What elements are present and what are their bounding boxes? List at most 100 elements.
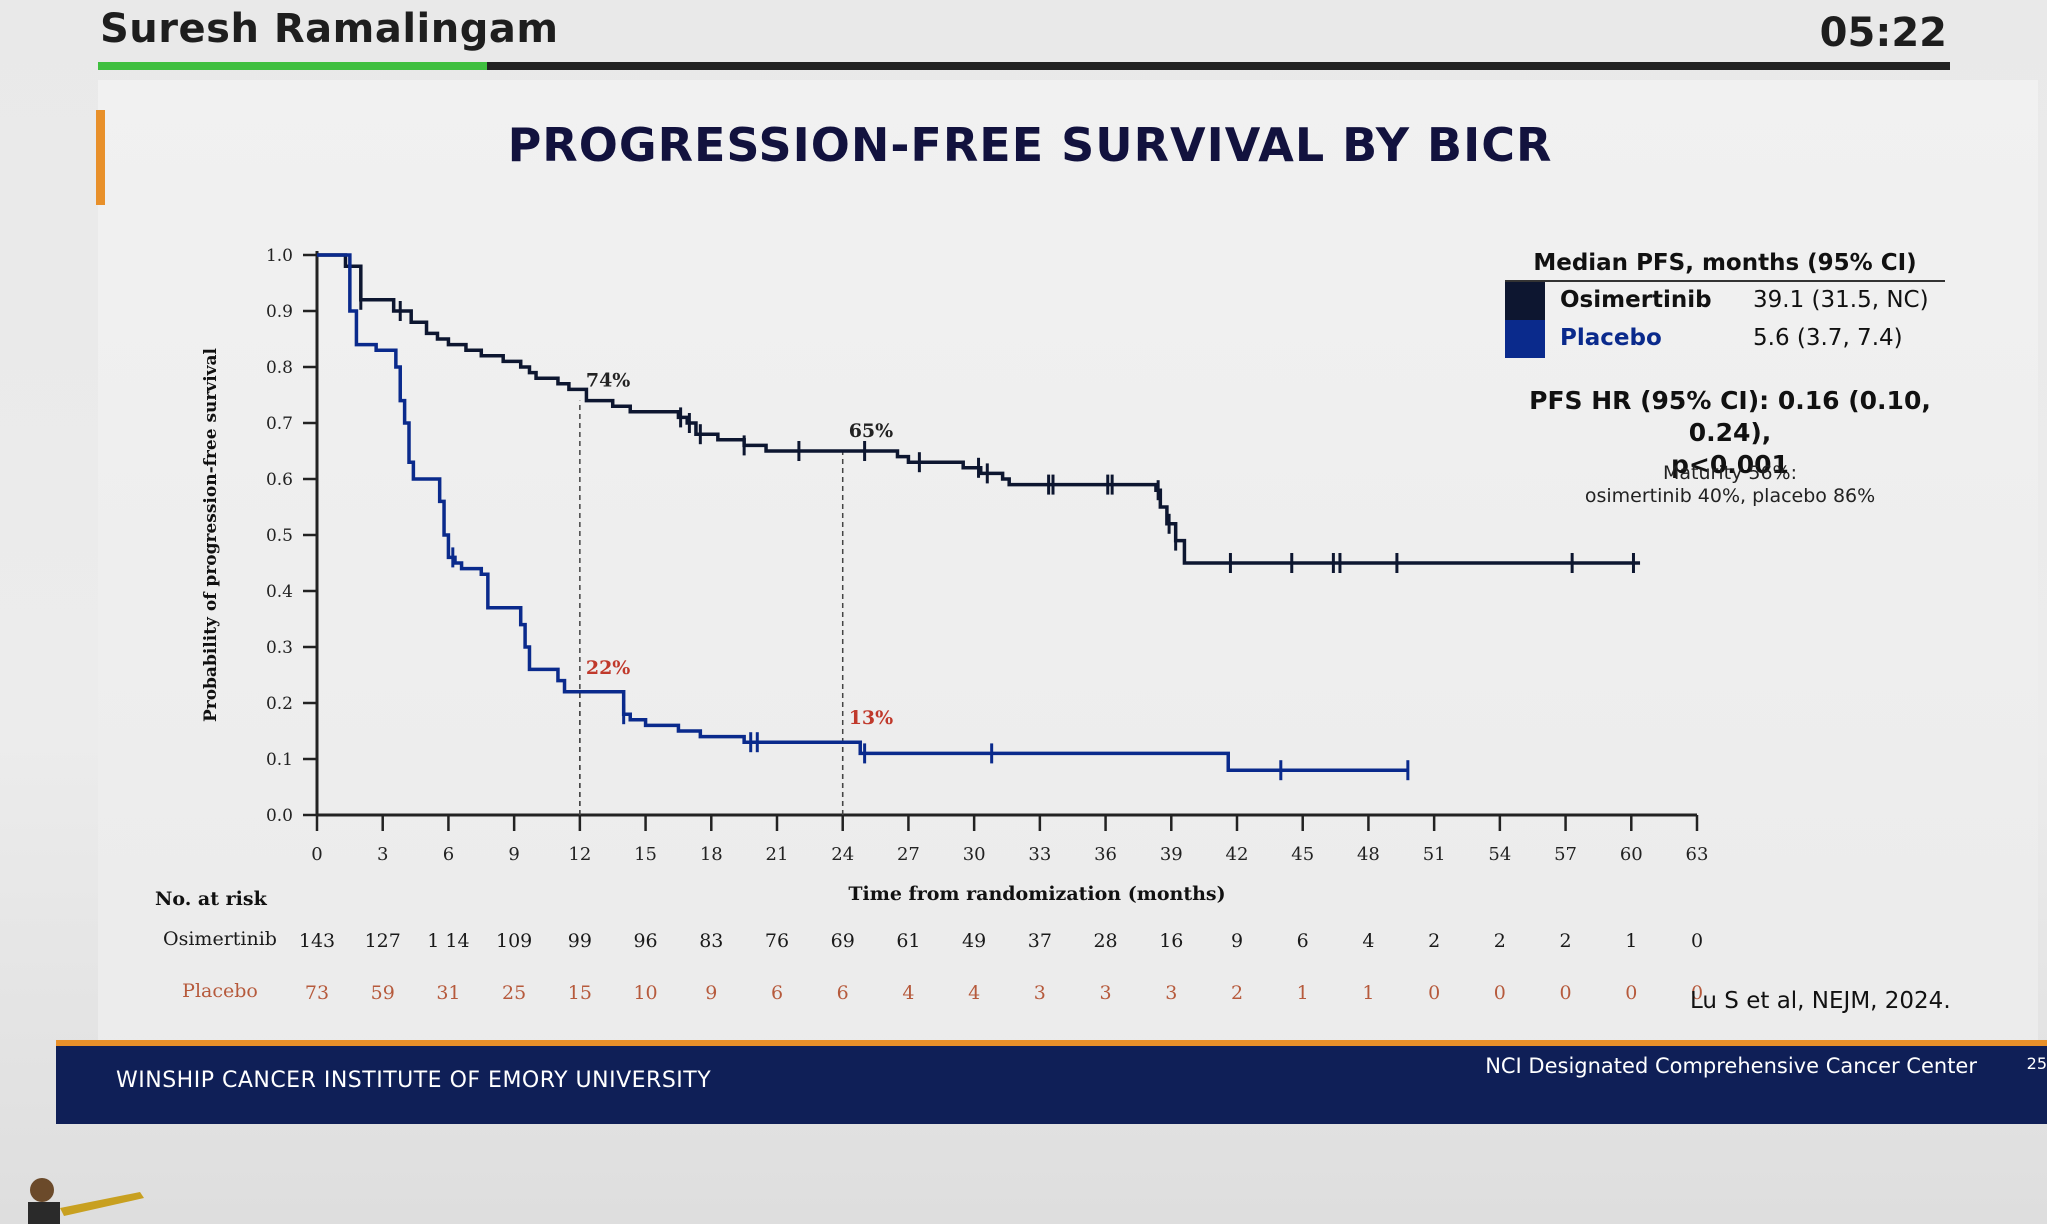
at-risk-value: 0 (1691, 982, 1703, 1004)
at-risk-value: 1 (1625, 930, 1637, 952)
y-tick-label: 0.7 (266, 414, 293, 434)
at-risk-value: 0 (1691, 930, 1703, 952)
legend-swatch-osimertinib (1505, 282, 1545, 320)
at-risk-value: 3 (1100, 982, 1112, 1004)
legend-value: 5.6 (3.7, 7.4) (1753, 325, 1903, 351)
at-risk-value: 0 (1494, 982, 1506, 1004)
at-risk-value: 109 (496, 930, 532, 952)
speaker-bar: Suresh Ramalingam 05:22 (0, 0, 2047, 80)
hazard-ratio-text: PFS HR (95% CI): 0.16 (0.10, 0.24), p<0.… (1490, 385, 1970, 481)
at-risk-value: 28 (1093, 930, 1117, 952)
x-tick-label: 18 (700, 844, 723, 865)
x-tick-label: 57 (1554, 844, 1577, 865)
at-risk-value: 25 (502, 982, 526, 1004)
x-tick-label: 33 (1028, 844, 1051, 865)
x-tick-label: 63 (1686, 844, 1709, 865)
median-pfs-legend: Median PFS, months (95% CI) Osimertinib … (1505, 250, 1945, 358)
at-risk-value: 37 (1028, 930, 1052, 952)
y-axis-label: Probability of progression-free survival (201, 347, 221, 722)
at-risk-value: 6 (1297, 930, 1309, 952)
footer-institution: WINSHIP CANCER INSTITUTE OF EMORY UNIVER… (116, 1068, 712, 1093)
slide-accent-bar (96, 110, 105, 205)
talk-progress-bar (98, 62, 1950, 70)
at-risk-value: 1 (1297, 982, 1309, 1004)
maturity-line-1: Maturity 56%: (1663, 462, 1797, 484)
at-risk-value: 31 (436, 982, 460, 1004)
x-tick-label: 21 (766, 844, 789, 865)
legend-swatch-placebo (1505, 320, 1545, 358)
y-tick-label: 0.2 (266, 694, 293, 714)
at-risk-value: 69 (831, 930, 855, 952)
hr-line-2: p<0.001 (1671, 450, 1789, 479)
at-risk-value: 6 (771, 982, 783, 1004)
speaker-name: Suresh Ramalingam (100, 6, 559, 52)
x-tick-label: 45 (1291, 844, 1314, 865)
at-risk-value: 1 14 (427, 930, 469, 952)
at-risk-value: 0 (1428, 982, 1440, 1004)
x-tick-label: 36 (1094, 844, 1117, 865)
at-risk-value: 61 (896, 930, 920, 952)
at-risk-value: 0 (1625, 982, 1637, 1004)
at-risk-value: 15 (568, 982, 592, 1004)
y-tick-label: 1.0 (266, 246, 293, 266)
maturity-line-2: osimertinib 40%, placebo 86% (1584, 485, 1876, 507)
at-risk-value: 16 (1159, 930, 1183, 952)
at-risk-value: 3 (1165, 982, 1177, 1004)
footer-designation: NCI Designated Comprehensive Cancer Cent… (1485, 1054, 1977, 1078)
at-risk-value: 0 (1560, 982, 1572, 1004)
at-risk-value: 143 (299, 930, 335, 952)
hr-line-1: PFS HR (95% CI): 0.16 (0.10, 0.24), (1529, 386, 1931, 447)
at-risk-value: 9 (1231, 930, 1243, 952)
slide (98, 80, 2038, 1120)
km-curve-placebo (317, 253, 1408, 772)
km-curve-osimertinib (317, 253, 1641, 565)
landmark-label: 13% (849, 707, 894, 729)
at-risk-value: 10 (633, 982, 657, 1004)
at-risk-value: 76 (765, 930, 789, 952)
x-tick-label: 6 (443, 844, 454, 865)
at-risk-value: 4 (968, 982, 980, 1004)
y-tick-label: 0.1 (266, 750, 293, 770)
at-risk-row-label: Placebo (182, 980, 258, 1002)
talk-progress-fill (98, 62, 487, 70)
landmark-label: 74% (586, 370, 631, 392)
y-tick-label: 0.0 (266, 806, 293, 826)
at-risk-value: 49 (962, 930, 986, 952)
x-tick-label: 39 (1160, 844, 1183, 865)
legend-header: Median PFS, months (95% CI) (1505, 250, 1945, 282)
at-risk-value: 6 (837, 982, 849, 1004)
at-risk-value: 9 (705, 982, 717, 1004)
x-tick-label: 60 (1620, 844, 1643, 865)
at-risk-value: 2 (1428, 930, 1440, 952)
landmark-label: 65% (849, 420, 894, 442)
x-tick-label: 30 (963, 844, 986, 865)
at-risk-value: 4 (1362, 930, 1374, 952)
x-tick-label: 27 (897, 844, 920, 865)
at-risk-value: 83 (699, 930, 723, 952)
at-risk-value: 2 (1231, 982, 1243, 1004)
at-risk-header: No. at risk (155, 888, 268, 910)
x-tick-label: 12 (568, 844, 591, 865)
slide-title: PROGRESSION-FREE SURVIVAL BY BICR (507, 118, 1553, 172)
legend-name: Osimertinib (1560, 287, 1712, 313)
speaker-avatar-icon (28, 1178, 144, 1224)
at-risk-value: 2 (1494, 930, 1506, 952)
at-risk-value: 96 (633, 930, 657, 952)
legend-row-osimertinib: Osimertinib 39.1 (31.5, NC) (1505, 282, 1945, 320)
at-risk-value: 2 (1560, 930, 1572, 952)
x-tick-label: 15 (634, 844, 657, 865)
at-risk-value: 3 (1034, 982, 1046, 1004)
x-tick-label: 48 (1357, 844, 1380, 865)
x-tick-label: 0 (311, 844, 322, 865)
at-risk-value: 1 (1362, 982, 1374, 1004)
timer: 05:22 (1819, 10, 1947, 56)
landmark-label: 22% (586, 657, 631, 679)
at-risk-value: 127 (365, 930, 401, 952)
at-risk-value: 4 (902, 982, 914, 1004)
x-axis-label: Time from randomization (months) (848, 883, 1225, 905)
at-risk-row-label: Osimertinib (163, 928, 277, 950)
x-tick-label: 51 (1423, 844, 1446, 865)
x-tick-label: 3 (377, 844, 388, 865)
